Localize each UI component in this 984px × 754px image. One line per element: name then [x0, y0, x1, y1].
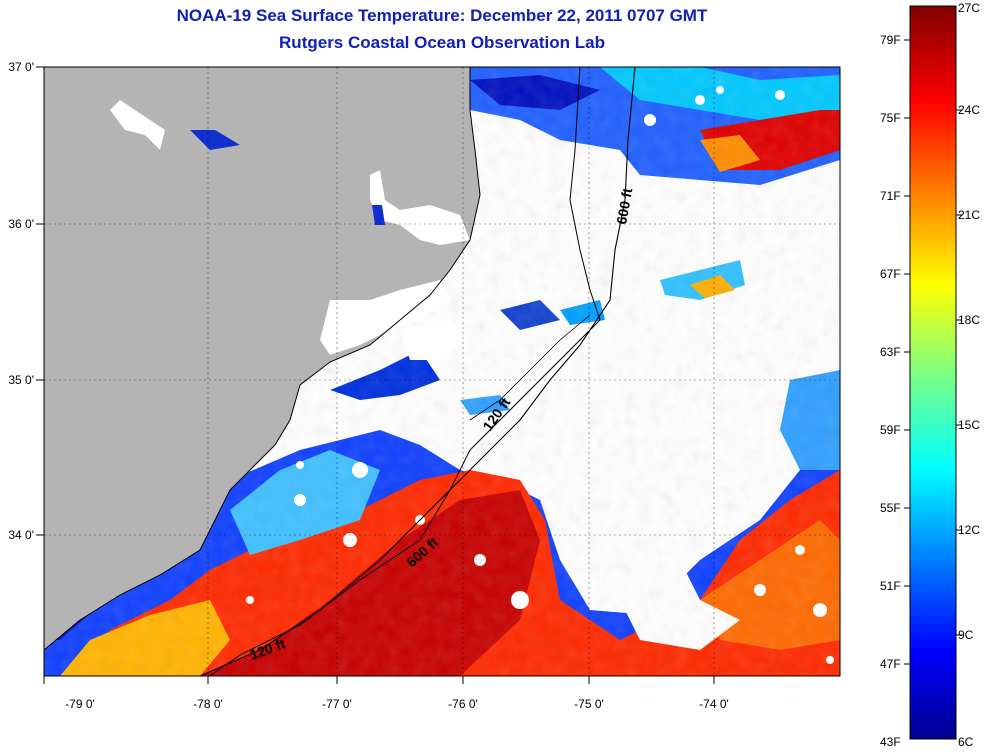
- map-subtitle: Rutgers Coastal Ocean Observation Lab: [279, 33, 605, 52]
- land-mass: [44, 67, 480, 650]
- cb-f-43: 43F: [880, 735, 901, 749]
- cb-f-75: 75F: [880, 111, 901, 125]
- contour-label-600-north: 600 ft: [613, 186, 635, 225]
- cb-c-12: 12C: [958, 523, 980, 537]
- cb-c-6: 6C: [958, 735, 974, 749]
- sst-field: [44, 67, 840, 676]
- lat-label-35: 35 0': [8, 373, 34, 387]
- colorbar: 79F 75F 71F 67F 63F 59F 55F 51F 47F 43F …: [880, 1, 980, 749]
- cb-f-63: 63F: [880, 345, 901, 359]
- cb-c-24: 24C: [958, 103, 980, 117]
- graticule: [44, 67, 840, 676]
- lon-label-79: -79 0': [65, 697, 95, 711]
- cb-c-15: 15C: [958, 418, 980, 432]
- contour-600ft: [199, 67, 636, 676]
- cb-f-59: 59F: [880, 423, 901, 437]
- lon-label-78: -78 0': [193, 697, 223, 711]
- cb-f-51: 51F: [880, 579, 901, 593]
- cb-f-55: 55F: [880, 501, 901, 515]
- map-title: NOAA-19 Sea Surface Temperature: Decembe…: [176, 6, 708, 25]
- lon-label-75: -75 0': [574, 697, 604, 711]
- axis-ticks: [36, 66, 715, 684]
- cb-c-9: 9C: [958, 628, 974, 642]
- lat-label-34: 34 0': [8, 528, 34, 542]
- cb-f-79: 79F: [880, 33, 901, 47]
- cb-f-67: 67F: [880, 267, 901, 281]
- inland-waters: [110, 100, 470, 360]
- map-border: [43, 66, 841, 677]
- cb-c-21: 21C: [958, 208, 980, 222]
- lon-label-77: -77 0': [322, 697, 352, 711]
- lon-label-76: -76 0': [448, 697, 478, 711]
- cb-f-71: 71F: [880, 189, 901, 203]
- contour-120ft: [209, 67, 601, 676]
- colorbar-gradient: [909, 5, 957, 740]
- cb-c-27: 27C: [958, 1, 980, 15]
- lon-label-74: -74 0': [699, 697, 729, 711]
- cb-c-18: 18C: [958, 313, 980, 327]
- lat-label-37: 37 0': [8, 60, 34, 74]
- cb-f-47: 47F: [880, 657, 901, 671]
- lat-label-36: 36 0': [8, 217, 34, 231]
